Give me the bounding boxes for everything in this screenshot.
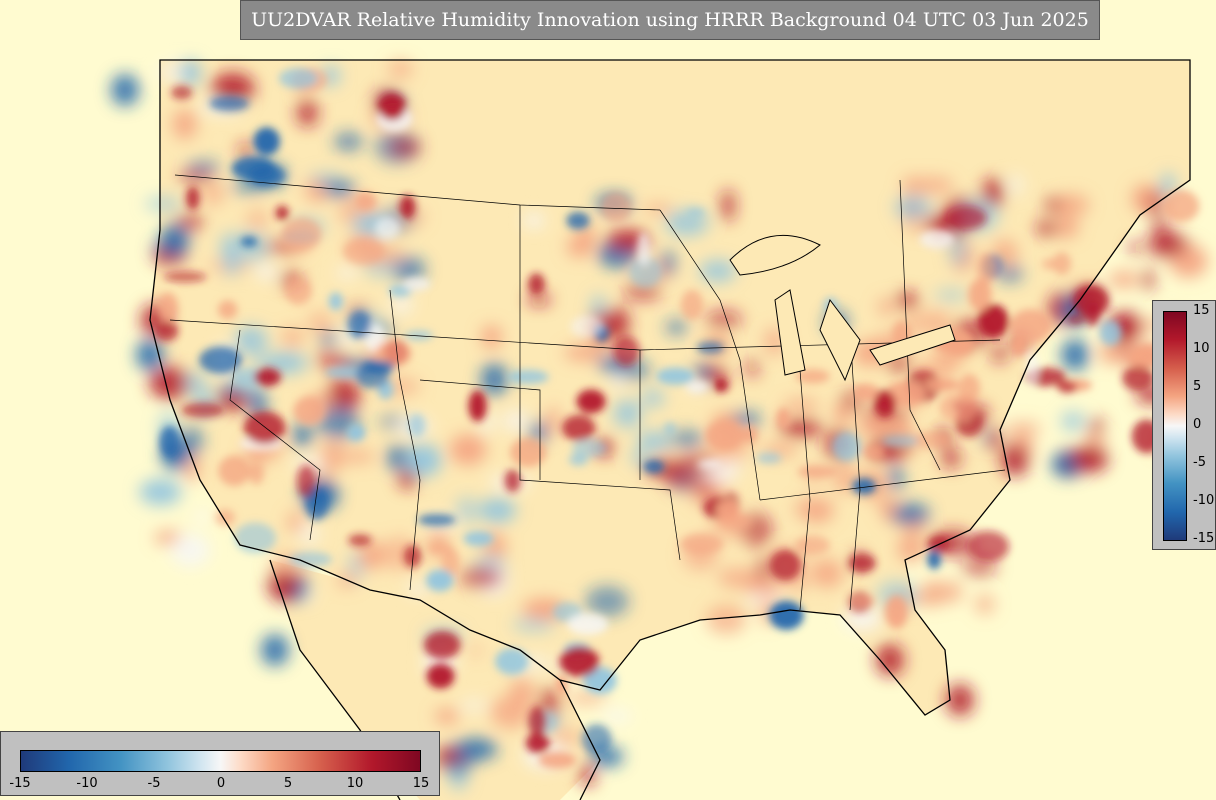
colorbar-bottom-tick: -15 xyxy=(9,776,31,791)
colorbar-bottom-tick: 15 xyxy=(412,776,430,791)
colorbar-bottom-tick: -5 xyxy=(147,776,161,791)
colorbar-bottom-tick: 5 xyxy=(283,776,293,791)
map-title: UU2DVAR Relative Humidity Innovation usi… xyxy=(240,0,1100,40)
colorbar-right-tick: 0 xyxy=(1193,417,1202,432)
colorbar-right-tick: 15 xyxy=(1193,303,1210,318)
colorbar-right-tick: -10 xyxy=(1193,493,1215,508)
colorbar-bottom-gradient xyxy=(20,750,421,772)
state-borders xyxy=(169,174,1006,611)
colorbar-bottom-tick: 10 xyxy=(346,776,364,791)
colorbar-right-gradient xyxy=(1163,311,1187,541)
great-lakes xyxy=(729,234,956,382)
colorbar-right-tick: -5 xyxy=(1193,455,1206,470)
colorbar-right: 15 10 5 0 -5 -10 -15 xyxy=(1152,300,1216,550)
colorbar-bottom-tick: -10 xyxy=(76,776,98,791)
colorbar-right-tick: 10 xyxy=(1193,341,1210,356)
colorbar-bottom-tick: 0 xyxy=(216,776,226,791)
colorbar-right-tick: -15 xyxy=(1193,531,1215,546)
colorbar-right-tick: 5 xyxy=(1193,379,1202,394)
colorbar-bottom: -15 -10 -5 0 5 10 15 xyxy=(0,731,440,796)
